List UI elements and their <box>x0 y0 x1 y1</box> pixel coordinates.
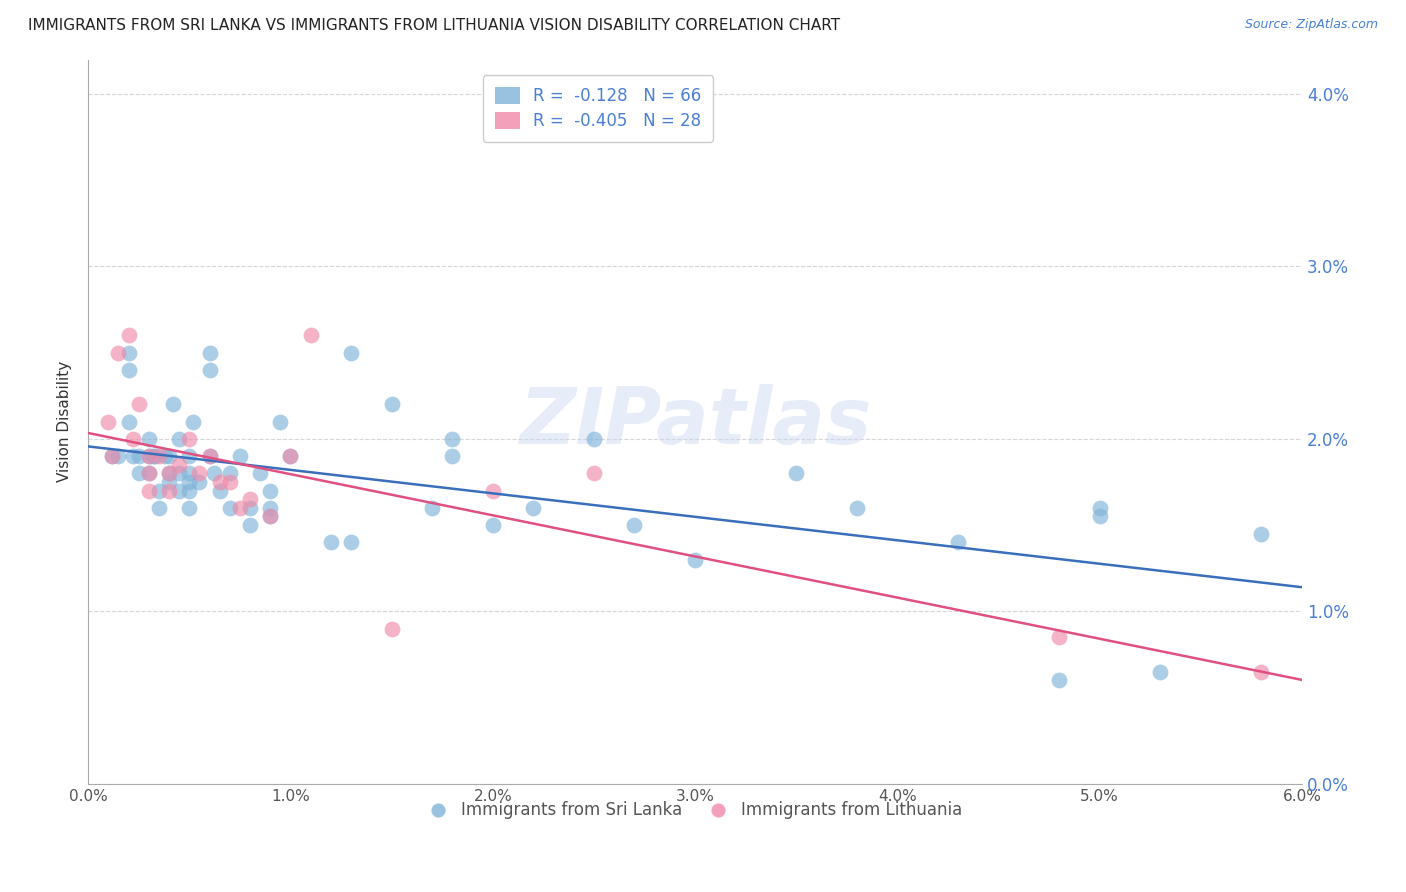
Point <box>198 449 221 463</box>
Point <box>117 345 139 359</box>
Point <box>269 415 291 429</box>
Point <box>101 449 124 463</box>
Point <box>280 449 302 463</box>
Point <box>1250 665 1272 679</box>
Point <box>319 535 342 549</box>
Point <box>162 397 184 411</box>
Y-axis label: Vision Disability: Vision Disability <box>58 361 72 483</box>
Point <box>481 483 503 498</box>
Point <box>148 483 170 498</box>
Point <box>1047 630 1070 644</box>
Point <box>229 449 252 463</box>
Point <box>188 475 211 489</box>
Point <box>420 500 443 515</box>
Point <box>157 449 180 463</box>
Point <box>239 492 262 507</box>
Point <box>148 449 170 463</box>
Point <box>218 467 240 481</box>
Point <box>582 467 605 481</box>
Point <box>157 467 180 481</box>
Point <box>138 467 160 481</box>
Point <box>121 449 143 463</box>
Point <box>198 363 221 377</box>
Point <box>946 535 969 549</box>
Point <box>107 449 129 463</box>
Point <box>1047 673 1070 688</box>
Point <box>340 345 363 359</box>
Point <box>167 432 190 446</box>
Point <box>97 415 120 429</box>
Point <box>623 518 645 533</box>
Point <box>179 500 201 515</box>
Point <box>138 449 160 463</box>
Point <box>157 483 180 498</box>
Point <box>249 467 271 481</box>
Point <box>148 500 170 515</box>
Text: IMMIGRANTS FROM SRI LANKA VS IMMIGRANTS FROM LITHUANIA VISION DISABILITY CORRELA: IMMIGRANTS FROM SRI LANKA VS IMMIGRANTS … <box>28 18 841 33</box>
Point <box>208 475 231 489</box>
Point <box>239 518 262 533</box>
Legend: Immigrants from Sri Lanka, Immigrants from Lithuania: Immigrants from Sri Lanka, Immigrants fr… <box>422 795 969 826</box>
Point <box>229 500 252 515</box>
Point <box>381 397 404 411</box>
Point <box>522 500 544 515</box>
Point <box>259 500 281 515</box>
Point <box>218 500 240 515</box>
Point <box>167 458 190 472</box>
Point <box>198 345 221 359</box>
Point <box>259 483 281 498</box>
Point <box>143 449 166 463</box>
Point <box>1088 500 1111 515</box>
Point <box>138 467 160 481</box>
Point <box>167 467 190 481</box>
Point <box>153 449 176 463</box>
Point <box>179 483 201 498</box>
Point <box>340 535 363 549</box>
Text: Source: ZipAtlas.com: Source: ZipAtlas.com <box>1244 18 1378 31</box>
Point <box>582 432 605 446</box>
Point <box>138 432 160 446</box>
Point <box>101 449 124 463</box>
Point <box>157 475 180 489</box>
Point <box>259 509 281 524</box>
Point <box>208 483 231 498</box>
Point <box>785 467 807 481</box>
Point <box>299 328 322 343</box>
Point <box>683 552 706 566</box>
Point <box>202 467 225 481</box>
Point <box>157 467 180 481</box>
Point <box>117 363 139 377</box>
Point <box>128 397 150 411</box>
Point <box>117 328 139 343</box>
Point <box>117 415 139 429</box>
Point <box>1250 526 1272 541</box>
Point <box>179 467 201 481</box>
Point <box>107 345 129 359</box>
Text: ZIPatlas: ZIPatlas <box>519 384 872 459</box>
Point <box>183 415 205 429</box>
Point <box>128 449 150 463</box>
Point <box>481 518 503 533</box>
Point <box>1088 509 1111 524</box>
Point <box>138 483 160 498</box>
Point <box>167 483 190 498</box>
Point <box>441 449 464 463</box>
Point <box>280 449 302 463</box>
Point <box>121 432 143 446</box>
Point <box>259 509 281 524</box>
Point <box>128 467 150 481</box>
Point <box>179 432 201 446</box>
Point <box>218 475 240 489</box>
Point <box>381 622 404 636</box>
Point <box>1149 665 1171 679</box>
Point <box>138 449 160 463</box>
Point <box>142 449 165 463</box>
Point <box>188 467 211 481</box>
Point <box>198 449 221 463</box>
Point <box>239 500 262 515</box>
Point <box>845 500 868 515</box>
Point <box>441 432 464 446</box>
Point <box>179 475 201 489</box>
Point <box>179 449 201 463</box>
